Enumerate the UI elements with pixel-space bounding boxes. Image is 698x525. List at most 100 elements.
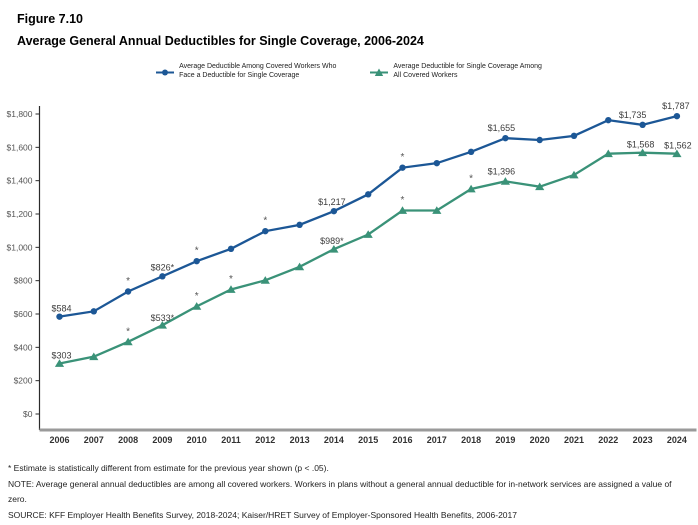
data-point-label: $1,568 (627, 140, 655, 150)
x-tick-label: 2021 (564, 435, 584, 445)
data-point-marker (433, 159, 440, 167)
significance-footnote: * Estimate is statistically different fr… (8, 463, 329, 473)
data-point-marker (638, 148, 648, 157)
data-point-marker (466, 184, 476, 193)
chart-legend: Average Deductible Among Covered Workers… (0, 62, 698, 82)
note-footnote: NOTE: Average general annual deductibles… (8, 478, 672, 505)
line-circle-marker-icon (156, 64, 175, 82)
data-point-marker (192, 302, 202, 310)
x-tick-label: 2016 (392, 435, 412, 445)
data-point-marker (467, 148, 475, 156)
data-point-label: $1,787 (662, 101, 690, 111)
x-tick-label: 2018 (461, 435, 481, 445)
x-tick-label: 2017 (427, 435, 447, 445)
data-point-marker (90, 308, 98, 315)
y-tick-label: $400 (14, 342, 33, 352)
y-tick-label: $600 (14, 309, 33, 319)
data-point-marker (397, 206, 408, 214)
legend-label: Average Deductible Among Covered Workers… (179, 63, 337, 80)
data-point-label: $584 (51, 304, 71, 314)
data-point-label: $303 (51, 351, 71, 361)
data-point-label: $989* (320, 236, 344, 246)
data-point-marker (673, 112, 681, 120)
x-tick-label: 2012 (255, 435, 275, 445)
data-point-marker (227, 245, 235, 253)
data-point-marker (639, 121, 646, 129)
line-triangle-marker-icon (370, 64, 389, 82)
data-point-label: $1,735 (619, 110, 647, 120)
data-point-marker (536, 136, 543, 144)
data-point-marker (502, 134, 509, 142)
footnotes: * Estimate is statistically different fr… (8, 461, 692, 523)
significance-asterisk: * (469, 174, 473, 185)
data-point-marker (159, 273, 166, 280)
y-tick-label: $0 (23, 409, 33, 419)
y-tick-label: $1,200 (7, 209, 33, 219)
data-point-marker (157, 320, 167, 329)
y-tick-label: $1,000 (7, 242, 33, 252)
x-tick-label: 2011 (221, 435, 241, 445)
y-tick-label: $1,600 (7, 142, 33, 152)
x-tick-label: 2006 (49, 435, 69, 445)
data-point-marker (226, 285, 236, 293)
legend-item-faced-deductible: Average Deductible Among Covered Workers… (156, 62, 336, 82)
y-tick-label: $200 (14, 376, 33, 386)
significance-asterisk: * (195, 246, 199, 257)
x-tick-label: 2023 (633, 435, 653, 445)
data-point-marker (365, 191, 372, 198)
source-footnote: SOURCE: KFF Employer Health Benefits Sur… (8, 509, 517, 520)
data-point-marker (535, 182, 545, 191)
significance-asterisk: * (126, 326, 130, 337)
chart-title: Average General Annual Deductibles for S… (17, 34, 424, 48)
significance-asterisk: * (195, 291, 199, 302)
data-point-label: $1,655 (488, 123, 516, 133)
significance-asterisk: * (126, 276, 130, 287)
data-point-marker (603, 149, 613, 158)
x-tick-label: 2009 (152, 435, 172, 445)
data-point-marker (570, 132, 578, 140)
series-line (59, 115, 678, 318)
x-tick-label: 2010 (187, 435, 207, 445)
data-point-marker (500, 177, 510, 185)
data-point-marker (363, 230, 373, 238)
data-point-marker (260, 276, 270, 284)
data-point-marker (605, 116, 612, 124)
data-point-marker (329, 244, 339, 253)
data-point-marker (193, 257, 200, 265)
data-point-label: $1,396 (488, 166, 516, 176)
significance-asterisk: * (401, 195, 405, 206)
x-tick-label: 2022 (598, 435, 618, 445)
x-tick-label: 2014 (324, 435, 344, 445)
significance-asterisk: * (229, 274, 233, 285)
x-tick-label: 2020 (530, 435, 550, 445)
significance-asterisk: * (263, 216, 267, 227)
figure-number: Figure 7.10 (17, 12, 83, 26)
data-point-marker (432, 206, 442, 214)
data-point-marker (123, 337, 133, 346)
data-point-marker (569, 170, 579, 179)
legend-item-all-workers: Average Deductible for Single Coverage A… (370, 62, 542, 82)
data-point-marker (56, 313, 63, 320)
x-tick-label: 2008 (118, 435, 138, 445)
x-tick-label: 2013 (290, 435, 310, 445)
data-point-label: $1,562 (664, 141, 692, 151)
x-tick-label: 2019 (495, 435, 515, 445)
data-point-label: $533* (151, 313, 175, 323)
y-tick-label: $1,800 (7, 109, 33, 119)
data-point-marker (330, 207, 338, 215)
series-line (59, 151, 677, 365)
y-tick-label: $800 (14, 276, 33, 286)
data-point-label: $826* (151, 262, 175, 272)
data-point-marker (399, 164, 406, 171)
data-point-marker (672, 149, 682, 158)
data-point-marker (296, 221, 303, 229)
significance-asterisk: * (401, 152, 405, 163)
y-tick-label: $1,400 (7, 176, 33, 186)
x-tick-label: 2007 (84, 435, 104, 445)
data-point-marker (124, 288, 132, 295)
x-tick-label: 2015 (358, 435, 378, 445)
data-point-label: $1,217 (318, 197, 346, 207)
data-point-marker (89, 352, 99, 361)
